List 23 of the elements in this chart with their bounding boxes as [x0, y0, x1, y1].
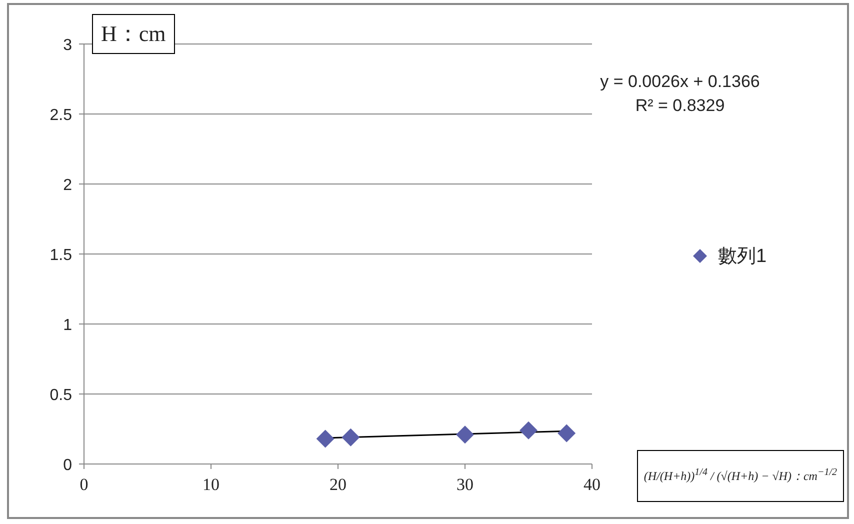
x-tick-label: 40	[584, 475, 600, 494]
annotation: R² = 0.8329	[634, 96, 726, 116]
y-tick-label: 3	[63, 37, 72, 54]
legend: 數列1	[693, 246, 767, 267]
xlabel: H：cm	[92, 14, 175, 54]
annotation: y = 0.0026x + 0.1366	[599, 72, 761, 92]
legend-label: 數列1	[718, 246, 767, 267]
point	[342, 428, 360, 446]
point	[558, 424, 576, 442]
y-tick-label: 0	[63, 457, 72, 474]
x-tick-label: 10	[202, 475, 220, 494]
x-tick-label: 0	[80, 475, 88, 494]
x-tick-label: 20	[330, 475, 346, 494]
y-tick-label: 0.5	[50, 387, 72, 404]
y-tick-label: 2.5	[50, 107, 72, 124]
ylabel: (H/(H+h))$^{1/4}$ / (√(H+h) − √H)：cm$^{−1/2}$	[636, 450, 844, 502]
y-tick-label: 2	[63, 177, 72, 194]
x-tick-label: 30	[456, 475, 474, 494]
y-tick-label: 1	[63, 317, 72, 334]
point	[316, 430, 334, 448]
y-tick-label: 1.5	[50, 247, 72, 264]
point	[456, 426, 474, 444]
point	[520, 421, 538, 440]
